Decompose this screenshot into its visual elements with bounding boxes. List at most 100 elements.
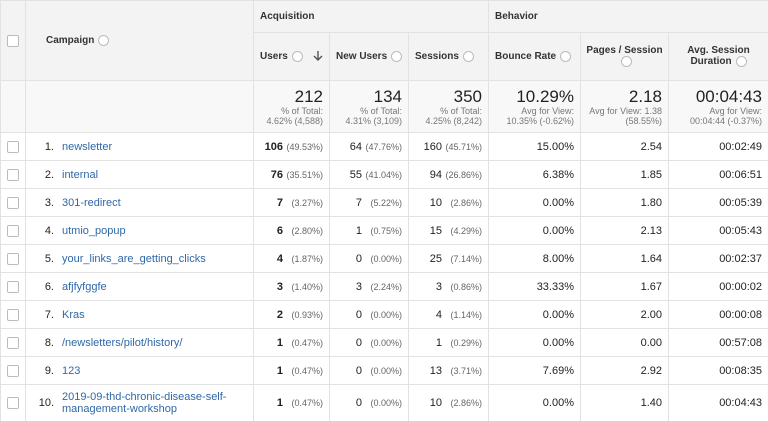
metric-cell: 1 (0.47%) <box>253 356 330 385</box>
campaign-link[interactable]: 301-redirect <box>62 196 121 209</box>
row-checkbox[interactable] <box>7 252 19 265</box>
metric-value: 2 <box>276 308 283 321</box>
campaign: 1. newsletter <box>27 140 253 153</box>
metric-value: 00:06:51 <box>719 168 763 181</box>
metric-cell: 33.33% <box>488 272 581 301</box>
column-header[interactable]: Sessions <box>408 32 489 81</box>
column-header[interactable]: New Users <box>329 32 409 81</box>
row-index: 4. <box>44 224 54 237</box>
help-icon[interactable] <box>621 56 632 68</box>
campaign-cell: 7. Kras <box>25 300 254 329</box>
empty-cell <box>0 80 26 133</box>
column-header[interactable]: Users <box>253 32 330 81</box>
total-value: 212 <box>294 87 323 106</box>
metric-cell: 1 (0.29%) <box>408 328 489 357</box>
help-icon[interactable] <box>98 34 110 46</box>
header-text: Avg. Session Duration <box>687 45 750 68</box>
metric-cell: 15 (4.29%) <box>408 216 489 245</box>
column-header[interactable]: Pages / Session <box>580 32 669 81</box>
metric-cell: 00:02:37 <box>667 244 768 273</box>
row-index: 8. <box>44 336 54 349</box>
select-all-checkbox[interactable] <box>7 34 19 47</box>
metric-value: 00:08:35 <box>719 364 763 377</box>
metric-value: 7 <box>355 196 362 209</box>
sort-arrow[interactable] <box>313 51 323 62</box>
row-checkbox[interactable] <box>7 336 19 349</box>
header-text: Sessions <box>415 51 459 63</box>
metric-value: 0 <box>355 364 362 377</box>
campaign-cell: 5. your_links_are_getting_clicks <box>25 244 254 273</box>
metric-value: 7 <box>276 196 283 209</box>
campaign-cell: 2. internal <box>25 160 254 189</box>
column-header[interactable]: Avg. Session Duration <box>667 32 768 81</box>
metric-cell: 1.64 <box>580 244 669 273</box>
campaign-link[interactable]: newsletter <box>62 140 113 153</box>
metric-cell: 0 (0.00%) <box>329 356 409 385</box>
campaign-link[interactable]: utmio_popup <box>62 224 126 237</box>
metric-value: 1 <box>276 364 283 377</box>
campaign-link[interactable]: afjfyfggfe <box>62 280 107 293</box>
metric-value: 00:00:08 <box>719 308 763 321</box>
total-cell: 2.18 Avg for View: 1.38 (58.55%) <box>580 80 669 133</box>
checkbox-cell <box>0 328 26 357</box>
column-header[interactable]: Campaign <box>25 0 254 81</box>
metric-cell: 64 (47.76%) <box>329 132 409 161</box>
metric-percent: (2.80%) <box>291 225 323 236</box>
campaign-link[interactable]: your_links_are_getting_clicks <box>62 252 206 265</box>
total-detail: (58.55%) <box>625 116 662 126</box>
campaign-link[interactable]: internal <box>62 168 99 181</box>
metric-cell: 00:57:08 <box>667 328 768 357</box>
metric-cell: 3 (1.40%) <box>253 272 330 301</box>
campaign-cell: 4. utmio_popup <box>25 216 254 245</box>
metric-value: 00:05:43 <box>719 224 763 237</box>
metric-cell: 00:00:02 <box>667 272 768 301</box>
metric-cell: 0.00% <box>488 384 581 421</box>
metric-percent: (3.27%) <box>291 197 323 208</box>
metric-cell: 7 (5.22%) <box>329 188 409 217</box>
campaign-link[interactable]: /newsletters/pilot/history/ <box>62 336 183 349</box>
total-value: 350 <box>453 87 482 106</box>
metric-value: 0 <box>355 308 362 321</box>
help-icon[interactable] <box>560 50 572 62</box>
row-checkbox[interactable] <box>7 140 19 153</box>
row-checkbox[interactable] <box>7 308 19 321</box>
metric-percent: (41.04%) <box>365 169 402 180</box>
metric-value: 1 <box>355 224 362 237</box>
campaign-cell: 10. 2019-09-thd-chronic-disease-self-mana… <box>25 384 254 421</box>
metric-percent: (1.14%) <box>450 309 482 320</box>
checkbox-cell <box>0 384 26 421</box>
row-checkbox[interactable] <box>7 280 19 293</box>
campaign: 9. 123 <box>27 364 253 377</box>
campaign-cell: 1. newsletter <box>25 132 254 161</box>
row-checkbox[interactable] <box>7 168 19 181</box>
total-cell: 10.29% Avg for View: 10.35% (-0.62%) <box>488 80 581 133</box>
row-checkbox[interactable] <box>7 196 19 209</box>
metric-value: 6 <box>276 224 283 237</box>
campaign-link[interactable]: 123 <box>62 364 81 377</box>
metric-percent: (0.47%) <box>291 337 323 348</box>
metric-percent: (1.40%) <box>291 281 323 292</box>
row-checkbox[interactable] <box>7 224 19 237</box>
help-icon[interactable] <box>391 50 403 62</box>
checkbox-cell <box>0 160 26 189</box>
metric-cell: 2.92 <box>580 356 669 385</box>
metric-cell: 0.00% <box>488 300 581 329</box>
metric-percent: (0.47%) <box>291 365 323 376</box>
total-detail: 00:04:44 (-0.37%) <box>689 116 763 126</box>
row-checkbox[interactable] <box>7 397 19 410</box>
campaign-link[interactable]: Kras <box>62 308 85 321</box>
row-checkbox[interactable] <box>7 364 19 377</box>
help-icon[interactable] <box>735 56 747 68</box>
help-icon[interactable] <box>291 50 303 62</box>
metric-cell: 0.00 <box>580 328 669 357</box>
metric-value: 1 <box>276 397 283 409</box>
arrow <box>313 51 323 62</box>
help-icon[interactable] <box>462 50 474 62</box>
metric-value: 0.00 <box>640 336 662 349</box>
campaign-link[interactable]: 2019-09-thd-chronic-disease-self-managem… <box>62 391 227 415</box>
column-header[interactable]: Bounce Rate <box>488 32 581 81</box>
checkbox-cell <box>0 272 26 301</box>
metric-cell: 106 (49.53%) <box>253 132 330 161</box>
